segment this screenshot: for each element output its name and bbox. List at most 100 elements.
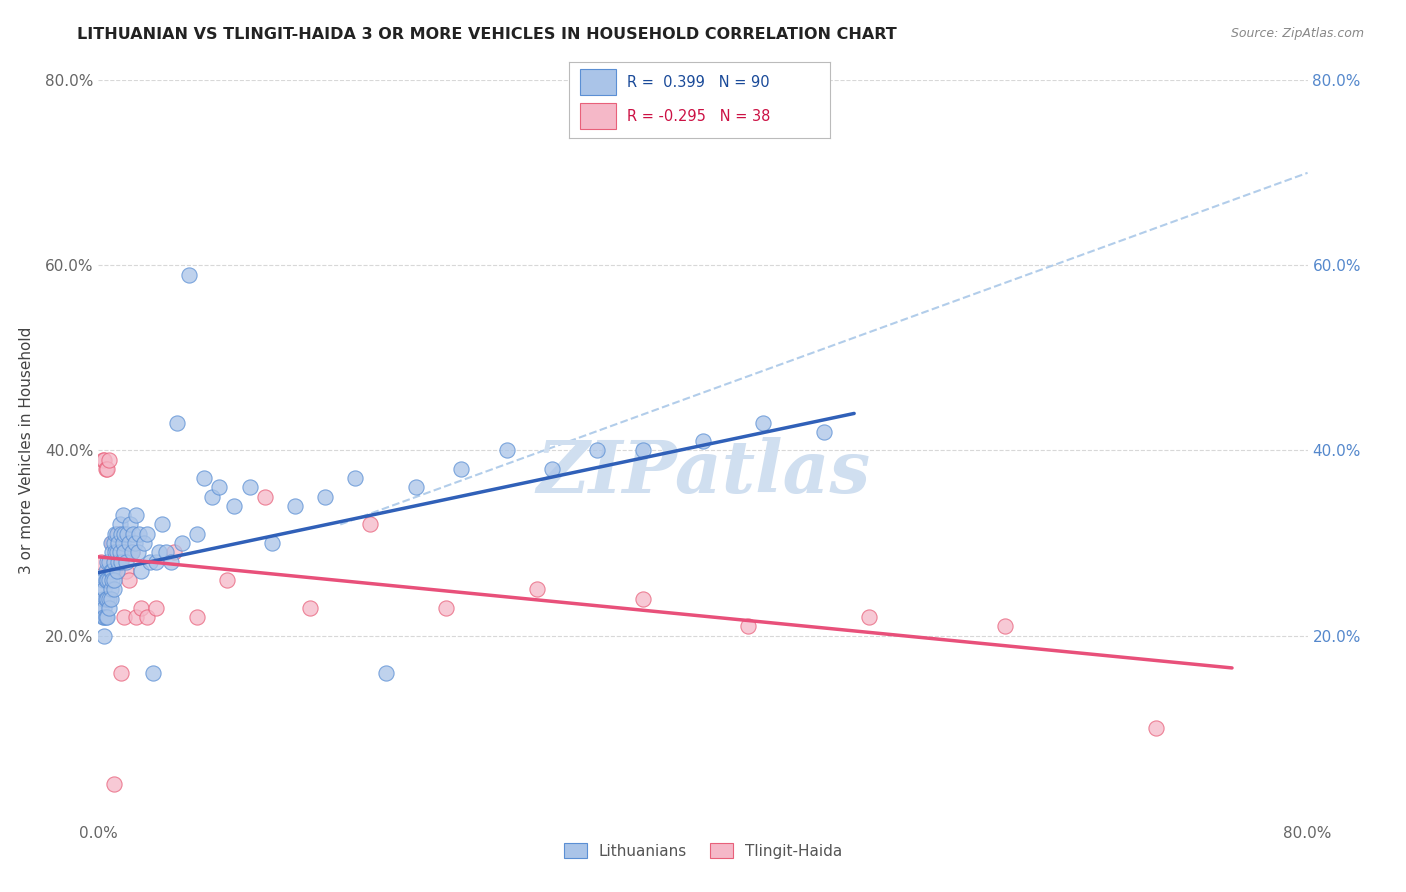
Point <box>93 628 115 642</box>
Point <box>495 443 517 458</box>
Point <box>135 610 157 624</box>
Point <box>93 452 115 467</box>
Point <box>94 591 117 606</box>
Point <box>737 619 759 633</box>
Point <box>103 564 125 578</box>
Point <box>101 545 124 559</box>
Point <box>450 462 472 476</box>
Point <box>155 545 177 559</box>
Point <box>98 600 121 615</box>
Point <box>253 490 276 504</box>
Point <box>114 554 136 569</box>
Point <box>128 526 150 541</box>
Point <box>124 536 146 550</box>
Point <box>105 526 128 541</box>
Point <box>105 545 128 559</box>
Point <box>108 545 131 559</box>
Point <box>105 564 128 578</box>
Point <box>100 564 122 578</box>
Point <box>160 554 183 569</box>
Point <box>112 526 135 541</box>
Point <box>224 499 246 513</box>
Point <box>96 573 118 587</box>
Point <box>103 573 125 587</box>
Point <box>100 582 122 597</box>
Point <box>91 452 114 467</box>
Point <box>103 536 125 550</box>
Point <box>103 582 125 597</box>
Point <box>110 665 132 680</box>
Text: R =  0.399   N = 90: R = 0.399 N = 90 <box>627 75 769 90</box>
Point <box>150 517 173 532</box>
Point <box>586 443 609 458</box>
Point <box>692 434 714 449</box>
Point <box>132 536 155 550</box>
Point <box>121 545 143 559</box>
Point <box>122 526 145 541</box>
Point <box>112 545 135 559</box>
Point <box>631 591 654 606</box>
Point <box>90 600 112 615</box>
Point <box>94 610 117 624</box>
Point <box>299 600 322 615</box>
Point <box>107 554 129 569</box>
Point <box>94 462 117 476</box>
Point <box>125 508 148 523</box>
Point <box>93 600 115 615</box>
Point <box>104 526 127 541</box>
Point <box>100 591 122 606</box>
Point <box>526 582 548 597</box>
Point <box>98 452 121 467</box>
Point <box>239 481 262 495</box>
Point <box>111 536 134 550</box>
Point <box>139 554 162 569</box>
Point <box>170 536 193 550</box>
Point <box>262 536 284 550</box>
Point <box>103 554 125 569</box>
Point <box>540 462 562 476</box>
Point <box>98 564 121 578</box>
Point <box>100 536 122 550</box>
Point <box>104 554 127 569</box>
Point <box>813 425 835 439</box>
Point <box>1144 721 1167 735</box>
Point <box>96 462 118 476</box>
Point <box>105 545 128 559</box>
Point <box>994 619 1017 633</box>
Y-axis label: 3 or more Vehicles in Household: 3 or more Vehicles in Household <box>18 326 34 574</box>
Point <box>129 600 152 615</box>
Point <box>111 545 134 559</box>
Point <box>120 517 142 532</box>
Point <box>94 564 117 578</box>
Text: R = -0.295   N = 38: R = -0.295 N = 38 <box>627 109 770 124</box>
Point <box>118 536 141 550</box>
Point <box>179 268 201 282</box>
Point <box>186 526 208 541</box>
Text: Source: ZipAtlas.com: Source: ZipAtlas.com <box>1230 27 1364 40</box>
Point <box>98 573 121 587</box>
Point <box>93 610 115 624</box>
Point <box>90 554 112 569</box>
Point <box>107 536 129 550</box>
Point <box>98 591 121 606</box>
Point <box>405 481 427 495</box>
Point <box>127 545 149 559</box>
Point <box>344 471 367 485</box>
Legend: Lithuanians, Tlingit-Haida: Lithuanians, Tlingit-Haida <box>558 837 848 865</box>
Point <box>98 554 121 569</box>
Text: LITHUANIAN VS TLINGIT-HAIDA 3 OR MORE VEHICLES IN HOUSEHOLD CORRELATION CHART: LITHUANIAN VS TLINGIT-HAIDA 3 OR MORE VE… <box>77 27 897 42</box>
Point <box>94 573 117 587</box>
Point <box>166 416 188 430</box>
Point <box>96 554 118 569</box>
Point <box>434 600 457 615</box>
Point <box>93 582 115 597</box>
Point <box>112 610 135 624</box>
Point <box>752 416 775 430</box>
Point <box>100 554 122 569</box>
Point <box>215 573 238 587</box>
Point <box>186 610 208 624</box>
Point <box>208 481 231 495</box>
Point <box>142 665 165 680</box>
Point <box>111 508 134 523</box>
Bar <box>579 103 616 129</box>
